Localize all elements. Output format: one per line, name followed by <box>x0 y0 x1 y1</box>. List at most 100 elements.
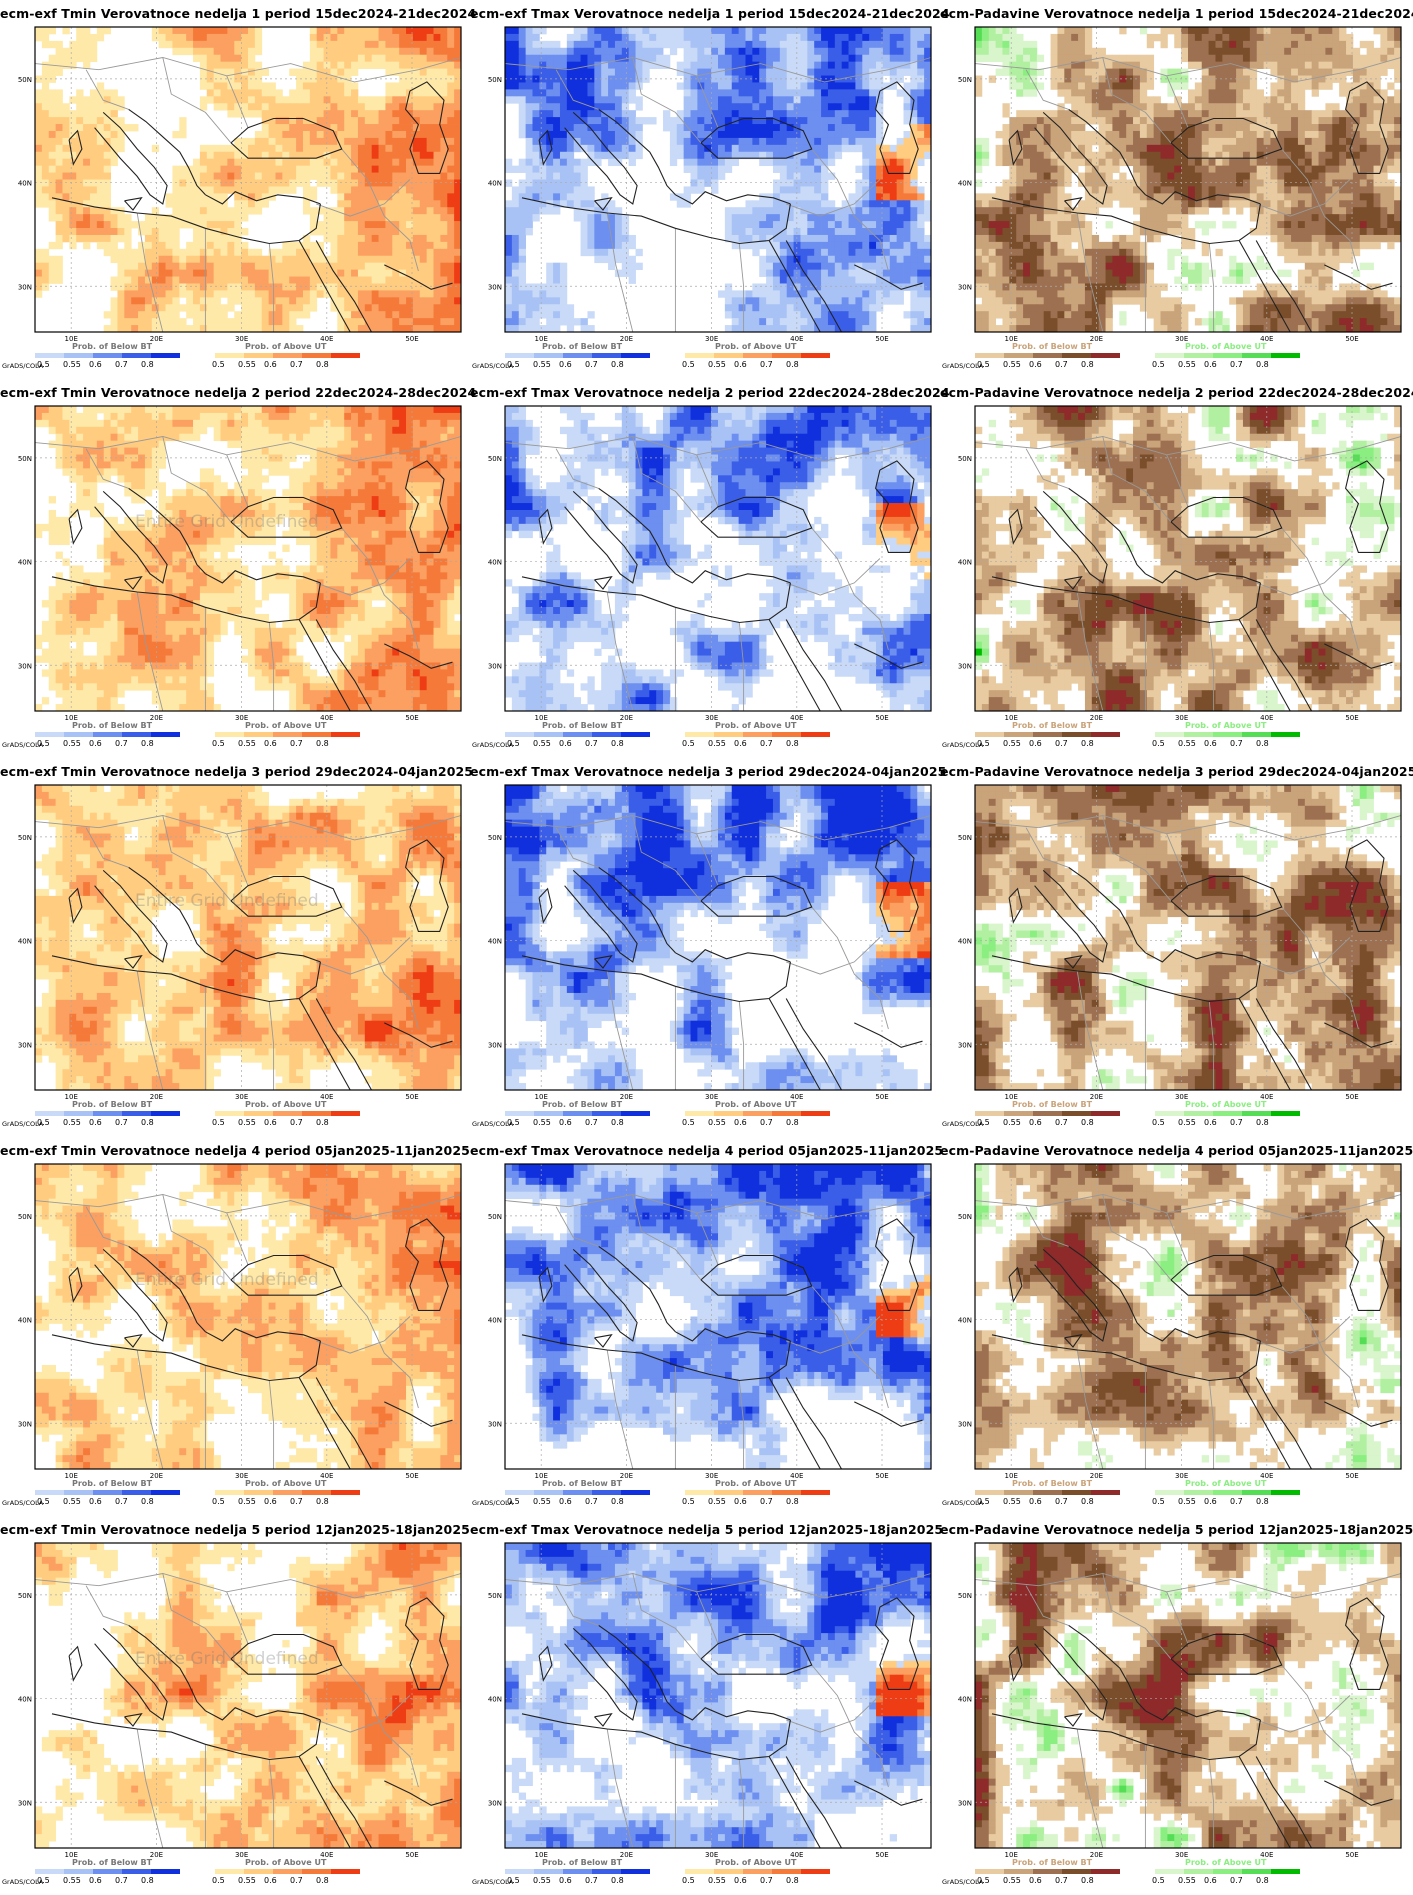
lon-label: 50E <box>1345 1472 1358 1480</box>
probability-map: 50N 40N 30N 10E 20E 30E 40E 50E <box>958 26 1402 343</box>
legend-below-bar <box>505 353 650 358</box>
lon-label: 50E <box>1345 1851 1358 1859</box>
legend-above-title: Prob. of Above UT <box>245 342 326 351</box>
legend-above-bar <box>1155 1490 1300 1495</box>
probability-map: 50N 40N 30N 10E 20E 30E 40E 50E <box>488 784 932 1101</box>
legend-below-bar <box>35 1490 180 1495</box>
legend-below-title: Prob. of Below BT <box>72 721 152 730</box>
lon-label: 30E <box>705 1851 718 1859</box>
legend-above-bar <box>215 1490 360 1495</box>
lon-label: 40E <box>320 1472 333 1480</box>
lat-label: 50N <box>958 455 972 463</box>
legend-above-bar <box>685 1490 830 1495</box>
grads-credit: GrADS/COLA <box>472 1878 513 1886</box>
legend-above-title: Prob. of Above UT <box>1185 1100 1266 1109</box>
legend-above-ticks: 0.5 0.55 0.6 0.7 0.8 <box>1152 360 1282 369</box>
lon-label: 10E <box>65 335 78 343</box>
lon-label: 10E <box>1005 335 1018 343</box>
legend-below-title: Prob. of Below BT <box>1012 342 1092 351</box>
legend-below-title: Prob. of Below BT <box>542 1858 622 1867</box>
legend-below-bar <box>975 732 1120 737</box>
legend-above-ticks: 0.5 0.55 0.6 0.7 0.8 <box>212 739 342 748</box>
lon-label: 40E <box>1260 1851 1273 1859</box>
lat-label: 40N <box>18 559 32 567</box>
legend-below-title: Prob. of Below BT <box>542 1479 622 1488</box>
legend-above-title: Prob. of Above UT <box>1185 721 1266 730</box>
lon-label: 30E <box>705 714 718 722</box>
legend-above-ticks: 0.5 0.55 0.6 0.7 0.8 <box>682 1118 812 1127</box>
lat-label: 40N <box>958 559 972 567</box>
lon-label: 40E <box>1260 1093 1273 1101</box>
lon-label: 50E <box>405 1851 418 1859</box>
legend-below-title: Prob. of Below BT <box>542 1100 622 1109</box>
legend-below-bar <box>505 1869 650 1874</box>
legend-below-bar <box>505 732 650 737</box>
lon-label: 40E <box>790 1472 803 1480</box>
lat-label: 50N <box>18 1592 32 1600</box>
lat-label: 50N <box>958 1592 972 1600</box>
map-panel-tmax-week-2: ecm-exf Tmax Verovatnoce nedelja 2 perio… <box>470 379 950 758</box>
lat-label: 50N <box>18 76 32 84</box>
probability-map: 50N 40N 30N 10E 20E 30E 40E 50E <box>18 405 462 722</box>
legend-below-title: Prob. of Below BT <box>72 342 152 351</box>
panel-title: ecm-exf Tmin Verovatnoce nedelja 5 perio… <box>0 1522 470 1537</box>
lon-label: 30E <box>1175 1851 1188 1859</box>
lon-label: 30E <box>1175 1093 1188 1101</box>
lat-label: 30N <box>18 1041 32 1049</box>
legend-above-bar <box>685 353 830 358</box>
legend-below-bar <box>35 353 180 358</box>
panel-title: ecm-exf Tmin Verovatnoce nedelja 2 perio… <box>0 385 476 400</box>
lat-label: 40N <box>958 938 972 946</box>
legend-above-title: Prob. of Above UT <box>1185 342 1266 351</box>
lat-label: 30N <box>958 283 972 291</box>
lon-label: 30E <box>235 1472 248 1480</box>
lat-label: 40N <box>18 1317 32 1325</box>
lon-label: 30E <box>1175 1472 1188 1480</box>
lat-label: 30N <box>488 662 502 670</box>
legend-above-ticks: 0.5 0.55 0.6 0.7 0.8 <box>212 1118 342 1127</box>
legend-below-title: Prob. of Below BT <box>1012 721 1092 730</box>
lon-label: 10E <box>1005 714 1018 722</box>
lon-label: 30E <box>705 335 718 343</box>
legend-above-ticks: 0.5 0.55 0.6 0.7 0.8 <box>1152 1497 1282 1506</box>
legend-below-ticks: 0.5 0.55 0.6 0.7 0.8 <box>507 739 637 748</box>
legend-below-ticks: 0.5 0.55 0.6 0.7 0.8 <box>507 1118 637 1127</box>
lon-label: 50E <box>1345 714 1358 722</box>
legend-above-ticks: 0.5 0.55 0.6 0.7 0.8 <box>682 739 812 748</box>
legend-below-title: Prob. of Below BT <box>542 721 622 730</box>
lon-label: 10E <box>535 714 548 722</box>
grads-credit: GrADS/COLA <box>2 1878 43 1886</box>
lat-label: 50N <box>958 76 972 84</box>
legend-above-bar <box>685 1111 830 1116</box>
lat-label: 50N <box>18 1213 32 1221</box>
legend-below-title: Prob. of Below BT <box>1012 1858 1092 1867</box>
lat-label: 30N <box>958 1420 972 1428</box>
lon-label: 20E <box>1090 1851 1103 1859</box>
legend-below-ticks: 0.5 0.55 0.6 0.7 0.8 <box>977 1497 1107 1506</box>
lon-label: 40E <box>1260 714 1273 722</box>
panel-title: ecm-exf Tmin Verovatnoce nedelja 4 perio… <box>0 1143 470 1158</box>
lon-label: 50E <box>875 1472 888 1480</box>
legend-below-ticks: 0.5 0.55 0.6 0.7 0.8 <box>37 1118 167 1127</box>
probability-map: 50N 40N 30N 10E 20E 30E 40E 50E <box>488 26 932 343</box>
map-panel-precip-week-4: ecm-Padavine Verovatnoce nedelja 4 perio… <box>940 1137 1413 1516</box>
legend-above-bar <box>685 1869 830 1874</box>
legend-below-title: Prob. of Below BT <box>1012 1479 1092 1488</box>
undefined-grid-watermark: Entire Grid Undefined <box>135 512 319 532</box>
legend-below-bar <box>975 1869 1120 1874</box>
legend-above-title: Prob. of Above UT <box>715 1479 796 1488</box>
legend-below-title: Prob. of Below BT <box>1012 1100 1092 1109</box>
legend-below-ticks: 0.5 0.55 0.6 0.7 0.8 <box>507 360 637 369</box>
panel-title: ecm-exf Tmax Verovatnoce nedelja 2 perio… <box>470 385 950 400</box>
legend-above-title: Prob. of Above UT <box>245 1479 326 1488</box>
lon-label: 30E <box>235 1093 248 1101</box>
lon-label: 30E <box>705 1472 718 1480</box>
grads-credit: GrADS/COLA <box>942 1120 983 1128</box>
map-panel-precip-week-1: ecm-Padavine Verovatnoce nedelja 1 perio… <box>940 0 1413 379</box>
legend-above-title: Prob. of Above UT <box>715 1100 796 1109</box>
lat-label: 50N <box>488 1213 502 1221</box>
lat-label: 40N <box>488 559 502 567</box>
legend-below-bar <box>35 732 180 737</box>
lon-label: 30E <box>1175 714 1188 722</box>
